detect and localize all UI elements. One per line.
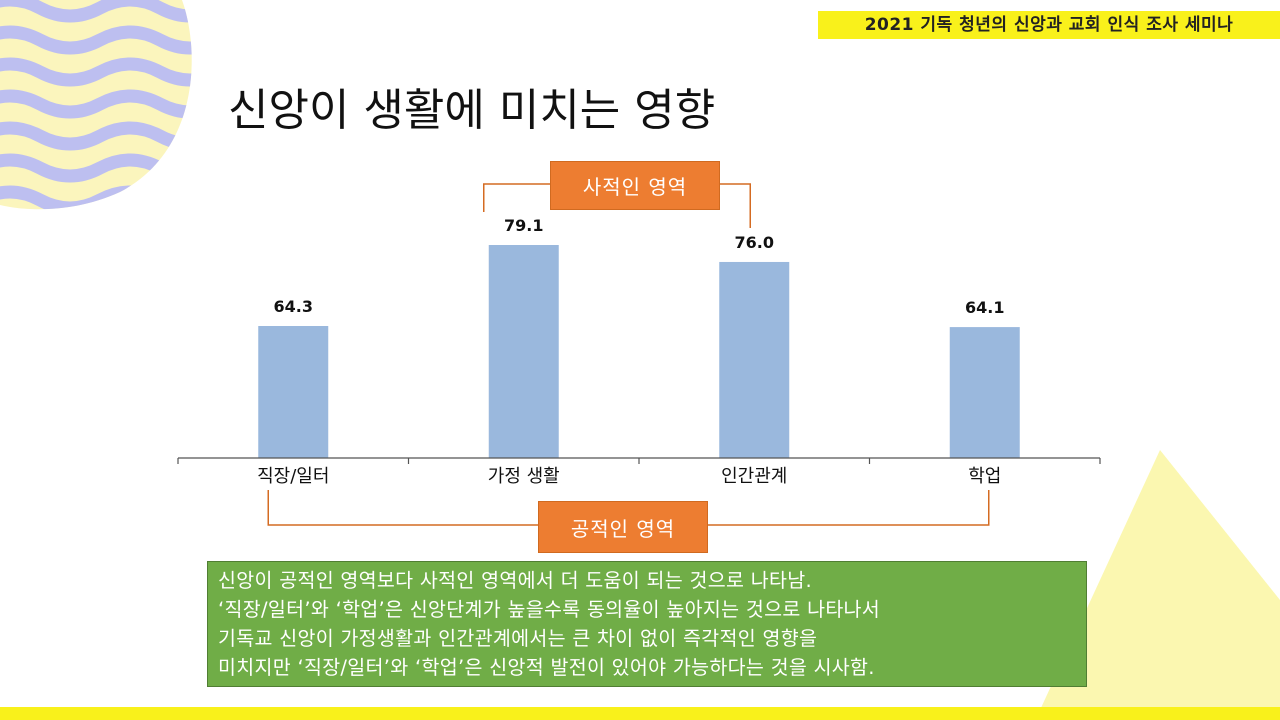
wave-decoration [0,0,192,210]
bar-2 [488,245,559,458]
category-label: 인간관계 [721,466,787,487]
bar-4 [949,327,1020,458]
public-connector-left [267,490,538,526]
public-area-label: 공적인 영역 [538,501,708,553]
category-label: 직장/일터 [257,466,329,487]
value-label: 64.1 [965,298,1004,317]
triangle-decoration [1040,450,1280,710]
value-label: 79.1 [504,216,543,235]
x-axis-ticks [177,458,1101,464]
summary-line: 신앙이 공적인 영역보다 사적인 영역에서 더 도움이 되는 것으로 나타남. [218,569,812,592]
summary-box: 신앙이 공적인 영역보다 사적인 영역에서 더 도움이 되는 것으로 나타남. … [207,561,1087,687]
seminar-banner: 2021 기독 청년의 신앙과 교회 인식 조사 세미나 [818,11,1280,39]
summary-line: ‘직장/일터’와 ‘학업’은 신앙단계가 높을수록 동의율이 높아지는 것으로 … [218,598,881,621]
summary-line: 기독교 신앙이 가정생활과 인간관계에서는 큰 차이 없이 즉각적인 영향을 [218,627,818,650]
private-connector-right [718,183,751,228]
summary-line: 미치지만 ‘직장/일터’와 ‘학업’은 신앙적 발전이 있어야 가능하다는 것을… [218,656,875,679]
value-label: 76.0 [735,233,774,252]
private-area-label: 사적인 영역 [550,161,720,210]
bar-3 [719,261,790,458]
bar-1 [258,326,329,458]
category-label: 가정 생활 [488,466,560,487]
category-label: 학업 [968,466,1001,487]
page-title: 신앙이 생활에 미치는 영향 [228,85,716,136]
private-connector-left [483,183,550,212]
bottom-bar [0,707,1280,720]
public-connector-right [706,490,990,526]
value-labels: 64.3 79.1 76.0 64.1 [274,216,1005,317]
value-label: 64.3 [274,297,313,316]
bars [258,245,1020,458]
category-labels: 직장/일터 가정 생활 인간관계 학업 [257,466,1001,487]
group-connectors [267,183,990,526]
